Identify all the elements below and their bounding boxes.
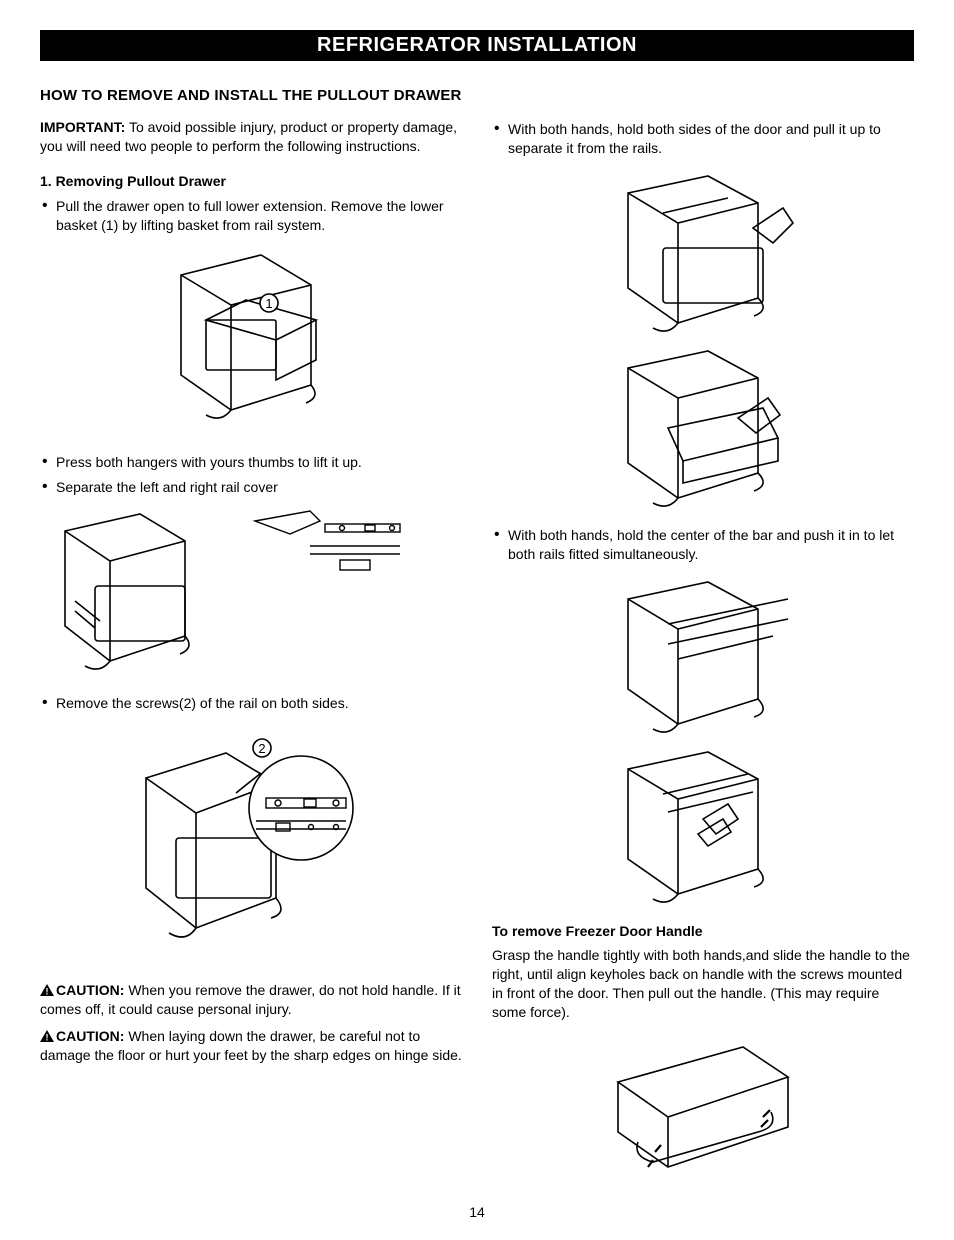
caution-label: CAUTION:: [56, 1028, 124, 1044]
svg-text:!: !: [46, 987, 49, 997]
warning-icon: !: [40, 984, 54, 996]
handle-text: Grasp the handle tightly with both hands…: [492, 946, 914, 1022]
important-label: IMPORTANT:: [40, 119, 125, 135]
callout-2: 2: [258, 741, 265, 756]
caution-1: !CAUTION: When you remove the drawer, do…: [40, 981, 462, 1019]
bullet-item: Press both hangers with yours thumbs to …: [40, 453, 462, 472]
callout-1: 1: [265, 296, 272, 311]
figure-rail-cover: [40, 506, 462, 676]
section-heading: HOW TO REMOVE AND INSTALL THE PULLOUT DR…: [40, 86, 462, 106]
page-number: 14: [40, 1204, 914, 1220]
important-paragraph: IMPORTANT: To avoid possible injury, pro…: [40, 118, 462, 156]
svg-text:!: !: [46, 1033, 49, 1043]
right-column: With both hands, hold both sides of the …: [492, 86, 914, 1200]
caution-label: CAUTION:: [56, 982, 124, 998]
figure-handle: [492, 1032, 914, 1182]
content-columns: HOW TO REMOVE AND INSTALL THE PULLOUT DR…: [40, 86, 914, 1200]
left-column: HOW TO REMOVE AND INSTALL THE PULLOUT DR…: [40, 86, 462, 1200]
caution-2: !CAUTION: When laying down the drawer, b…: [40, 1027, 462, 1065]
handle-heading: To remove Freezer Door Handle: [492, 922, 914, 941]
bullet-item: Remove the screws(2) of the rail on both…: [40, 694, 462, 713]
page-title-bar: REFRIGERATOR INSTALLATION: [40, 30, 914, 61]
step1-heading: 1. Removing Pullout Drawer: [40, 172, 462, 191]
figure-separate-door: [492, 168, 914, 508]
bullet-item: Pull the drawer open to full lower exten…: [40, 197, 462, 235]
figure-push-rails: [492, 574, 914, 904]
bullet-item: Separate the left and right rail cover: [40, 478, 462, 497]
warning-icon: !: [40, 1030, 54, 1042]
figure-screws: 2: [40, 723, 462, 963]
bullet-item: With both hands, hold the center of the …: [492, 526, 914, 564]
bullet-item: With both hands, hold both sides of the …: [492, 120, 914, 158]
figure-drawer-basket: 1: [40, 245, 462, 435]
